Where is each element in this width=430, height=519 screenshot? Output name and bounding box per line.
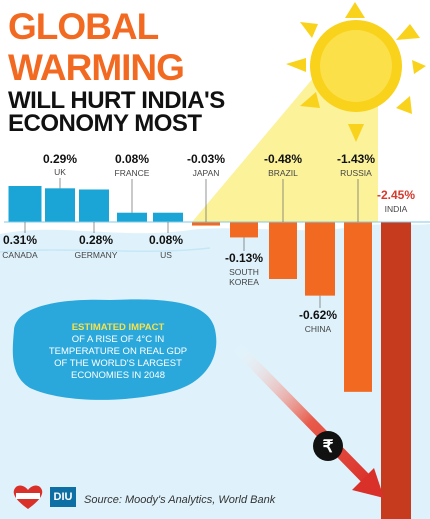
falling-arrow [232,342,376,489]
impact-blob [12,299,217,400]
category-label: US [160,250,172,260]
bar-us [153,212,183,222]
bar-germany [79,189,109,222]
value-label: -2.45% [377,188,415,202]
category-label: UK [54,167,66,177]
category-label: RUSSIA [340,168,372,178]
impact-line-2: TEMPERATURE ON REAL GDP [48,346,188,357]
category-label: BRAZIL [268,168,298,178]
bar-russia [344,222,372,392]
source-note: Source: Moody's Analytics, World Bank [84,494,276,506]
bar-labels: 0.31% CANADA 0.29%UK 0.28% GERMANY 0.08% FRANC… [2,152,415,334]
bar-uk [45,188,75,222]
value-label: 0.08% [115,152,149,166]
category-label: KOREA [229,277,259,287]
title-line-2: WARMING [8,47,185,88]
category-label: GERMANY [75,250,118,260]
category-label: INDIA [385,204,408,214]
impact-highlight: ESTIMATED IMPACT [71,322,165,333]
bar-india [381,222,411,519]
value-label: -0.13% [225,251,263,265]
value-label: -0.03% [187,152,225,166]
rupee-symbol: ₹ [323,437,334,456]
wave-line [0,247,211,253]
value-label: 0.29% [43,152,77,166]
category-label: CANADA [2,250,38,260]
impact-line-3: OF THE WORLD'S LARGEST [54,358,182,369]
value-label: 0.28% [79,233,113,247]
value-label: -0.62% [299,308,337,322]
impact-line-1: OF A RISE OF 4°C IN [71,334,165,345]
title-line-4: ECONOMY MOST [8,110,202,137]
title-line-3: WILL HURT INDIA'S [8,87,225,114]
category-label: CHINA [305,324,332,334]
bar-series [4,186,430,519]
india-today-logo [13,485,43,509]
bar-canada [8,186,42,222]
rupee-coin [313,431,343,461]
sun-core [320,30,392,102]
value-label: -1.43% [337,152,375,166]
arrow-head [352,468,384,498]
value-label: -0.48% [264,152,302,166]
value-label: 0.31% [3,233,37,247]
bar-south-korea [230,222,258,238]
impact-caption: ESTIMATED IMPACT OF A RISE OF 4°C IN TEM… [28,322,208,382]
sun-rays [286,2,426,142]
impact-line-4: ECONOMIES IN 2048 [71,370,165,381]
category-label: FRANCE [115,168,150,178]
category-label: SOUTH [229,267,259,277]
category-label: JAPAN [193,168,220,178]
bar-china [305,222,335,296]
diu-logo: DIU [50,487,76,507]
title-line-1: GLOBAL [8,6,159,47]
value-label: 0.08% [149,233,183,247]
bar-brazil [269,222,297,280]
bar-japan [192,222,220,226]
bar-france [117,212,147,222]
